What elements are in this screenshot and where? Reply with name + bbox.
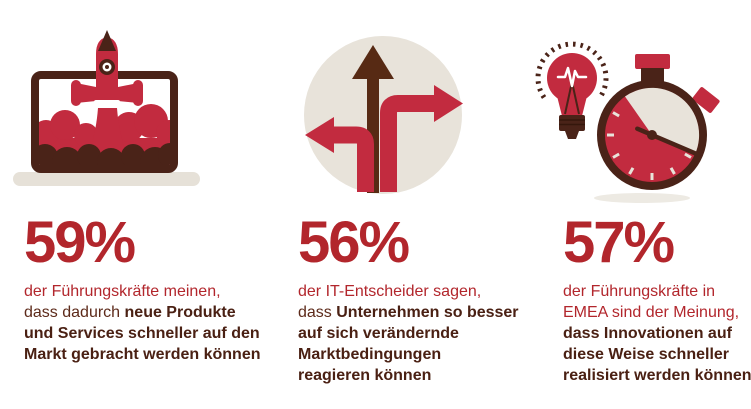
text-segment-plain: dass bbox=[298, 304, 337, 321]
text-line: EMEA sind der Meinung, bbox=[563, 302, 751, 323]
stopwatch-side-button bbox=[692, 87, 720, 113]
text-segment-plain: dass dadurch bbox=[24, 304, 125, 321]
text-segment-bold: und Services schneller auf den bbox=[24, 325, 260, 342]
elapsed-sector bbox=[625, 87, 700, 154]
filament bbox=[564, 81, 580, 115]
text-line: der IT-Entscheider sagen, bbox=[298, 281, 519, 302]
text-segment-lead: der Führungskräfte in bbox=[563, 283, 716, 300]
bulb-base bbox=[559, 115, 585, 131]
left-arrow-icon bbox=[305, 117, 374, 192]
stat-column-1: 59% der Führungskräfte meinen, dass dadur… bbox=[24, 212, 261, 365]
text-line: dass dadurch neue Produkte bbox=[24, 302, 261, 323]
text-segment-bold: dass Innovationen auf bbox=[563, 325, 732, 342]
tick-marks bbox=[607, 90, 697, 180]
stat-description: der Führungskräfte meinen, dass dadurch n… bbox=[24, 281, 261, 365]
stopwatch-icon bbox=[597, 54, 720, 190]
stat-percentage: 56% bbox=[298, 210, 410, 275]
lightbulb-stopwatch-icon bbox=[528, 12, 733, 204]
text-segment-bold: auf sich verändernde bbox=[298, 325, 459, 342]
text-segment-bold: neue Produkte bbox=[124, 304, 236, 321]
stat-column-3: 57% der Führungskräfte in EMEA sind der M… bbox=[563, 212, 751, 386]
text-line: und Services schneller auf den bbox=[24, 323, 261, 344]
text-segment-bold: reagieren können bbox=[298, 367, 432, 384]
text-segment-bold: Marktbedingungen bbox=[298, 346, 442, 363]
rocket-icon bbox=[71, 30, 143, 108]
text-line: diese Weise schneller bbox=[563, 344, 751, 365]
text-line: der Führungskräfte meinen, bbox=[24, 281, 261, 302]
text-line: dass Unternehmen so besser bbox=[298, 302, 519, 323]
text-line: auf sich verändernde bbox=[298, 323, 519, 344]
laptop-rocket-icon bbox=[12, 30, 204, 188]
text-segment-bold: Unternehmen so besser bbox=[336, 304, 519, 321]
right-arrow-icon bbox=[380, 85, 463, 192]
text-segment-lead: der IT-Entscheider sagen, bbox=[298, 283, 482, 300]
ground-shadow bbox=[594, 193, 690, 203]
text-line: Marktbedingungen bbox=[298, 344, 519, 365]
lightbulb-icon bbox=[535, 41, 609, 139]
text-segment-bold: diese Weise schneller bbox=[563, 346, 730, 363]
text-segment-lead: der Führungskräfte meinen, bbox=[24, 283, 221, 300]
lightbulb-stopwatch-illustration bbox=[535, 41, 720, 203]
stat-description: der IT-Entscheider sagen, dass Unternehme… bbox=[298, 281, 519, 386]
text-line: reagieren können bbox=[298, 365, 519, 386]
text-segment-lead: EMEA sind der Meinung, bbox=[563, 304, 740, 321]
stopwatch-neck bbox=[641, 68, 664, 82]
text-segment-bold: realisiert werden können bbox=[563, 367, 751, 384]
stat-percentage: 59% bbox=[24, 210, 136, 275]
stat-percentage: 57% bbox=[563, 210, 675, 275]
stat-description: der Führungskräfte in EMEA sind der Meinu… bbox=[563, 281, 751, 386]
text-segment-bold: Markt gebracht werden können bbox=[24, 346, 261, 363]
direction-arrows-icon bbox=[298, 33, 464, 195]
text-line: der Führungskräfte in bbox=[563, 281, 751, 302]
smoke-clouds bbox=[39, 104, 170, 165]
rocket-band bbox=[94, 100, 120, 108]
laptop-base bbox=[13, 172, 200, 186]
stat-column-2: 56% der IT-Entscheider sagen, dass Untern… bbox=[298, 212, 519, 386]
stopwatch-cap bbox=[635, 54, 670, 69]
text-line: realisiert werden können bbox=[563, 365, 751, 386]
text-line: dass Innovationen auf bbox=[563, 323, 751, 344]
text-line: Markt gebracht werden können bbox=[24, 344, 261, 365]
rocket-nose bbox=[98, 30, 116, 51]
heartbeat-line bbox=[556, 66, 588, 88]
hand-pivot bbox=[647, 130, 657, 140]
direction-arrows-illustration bbox=[304, 36, 463, 194]
laptop-rocket-illustration bbox=[13, 30, 200, 186]
